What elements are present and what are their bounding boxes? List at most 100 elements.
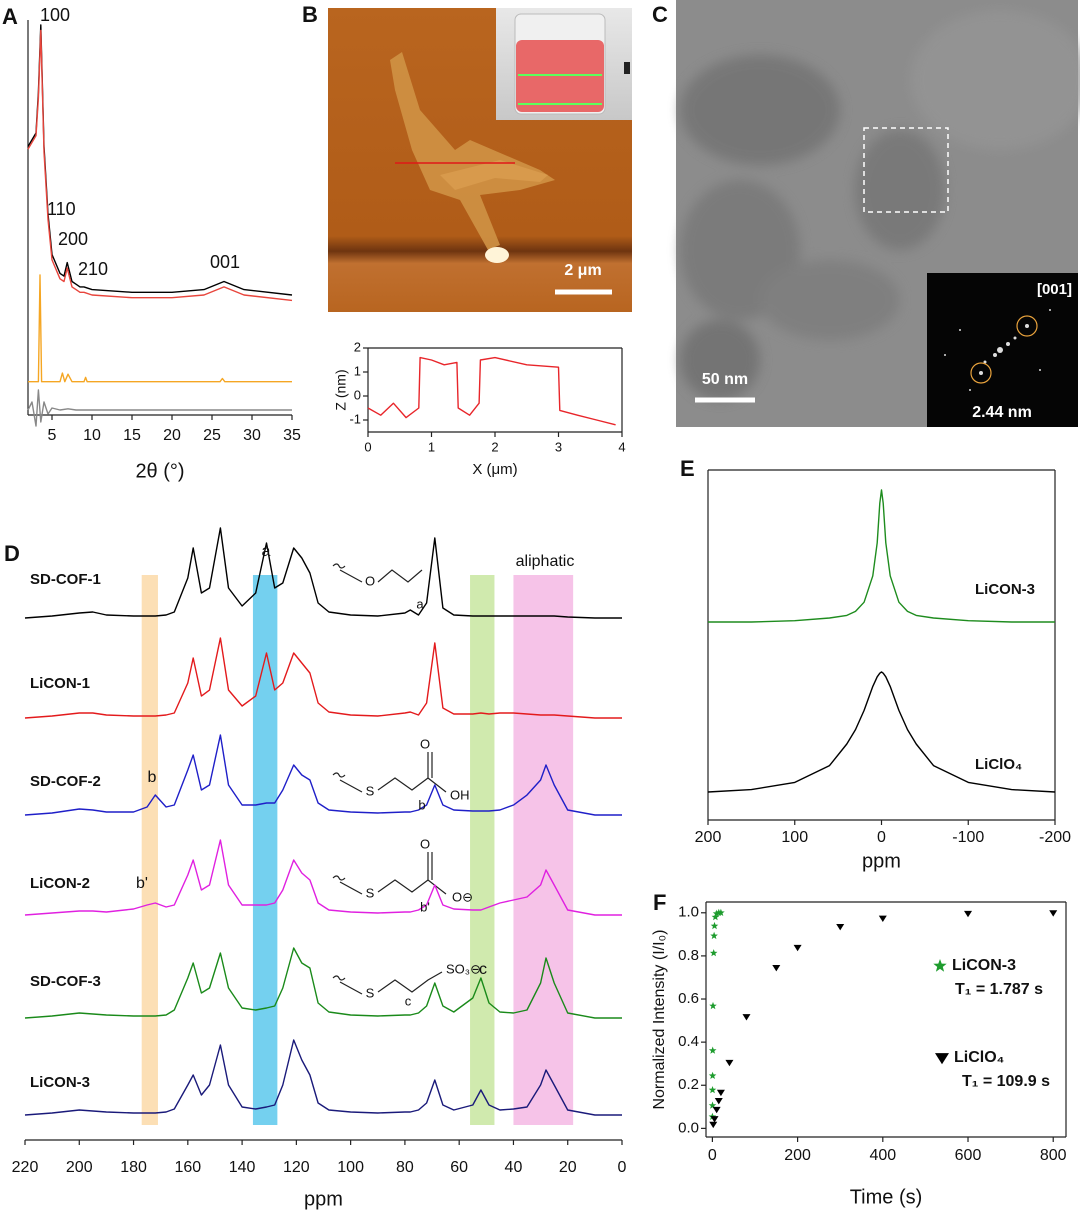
series-label: LiCON-3 xyxy=(975,581,1035,598)
x-tick-label: 600 xyxy=(955,1147,982,1164)
spectrum-line xyxy=(24,1039,622,1116)
highlight-band xyxy=(470,575,495,1125)
y-tick-label: 0 xyxy=(354,387,361,402)
panel-label: C xyxy=(652,2,668,27)
structure-label: S xyxy=(366,783,375,798)
data-point xyxy=(710,921,719,930)
structure-label: b xyxy=(418,797,425,812)
series-label: LiClO₄ xyxy=(975,756,1022,773)
x-tick-label: 3 xyxy=(555,439,562,454)
y-axis-title: Normalized Intensity (I/I₀) xyxy=(651,929,668,1109)
x-tick-label: 180 xyxy=(120,1159,147,1176)
highlight-band xyxy=(141,575,158,1125)
spectrum-line xyxy=(707,671,1056,793)
peak-label: 200 xyxy=(58,229,88,249)
spectrum-line xyxy=(27,29,293,302)
data-point xyxy=(709,949,718,957)
data-point xyxy=(708,1046,717,1054)
structure-label: b' xyxy=(420,899,430,914)
data-point xyxy=(710,931,718,940)
spectrum-line xyxy=(24,637,622,719)
data-point xyxy=(742,1014,751,1021)
x-tick-label: -200 xyxy=(1039,829,1071,846)
x-tick-label: 200 xyxy=(784,1147,811,1164)
data-point xyxy=(836,923,845,931)
series-label: LiCON-3 xyxy=(30,1074,90,1091)
spacing-label: 2.44 nm xyxy=(972,404,1032,421)
x-axis-title: X (μm) xyxy=(472,461,517,478)
spectrum-line xyxy=(28,274,292,383)
structure-label: O⊖ xyxy=(452,889,473,904)
x-tick-label: 10 xyxy=(83,427,101,444)
x-tick-label: 200 xyxy=(695,829,722,846)
data-point xyxy=(711,913,720,921)
spectrum-line xyxy=(708,489,1055,623)
y-tick-label: 0.8 xyxy=(678,947,699,964)
x-axis-title: ppm xyxy=(862,850,901,872)
y-tick-label: 2 xyxy=(354,339,361,354)
structure-label: OH xyxy=(450,787,470,802)
data-point xyxy=(712,909,721,917)
spectrum-line xyxy=(27,24,293,296)
spectrum-line xyxy=(27,389,292,427)
zone-axis-label: [001] xyxy=(1037,281,1072,298)
x-tick-label: 40 xyxy=(505,1159,523,1176)
data-point xyxy=(878,915,887,922)
legend-note: T₁ = 109.9 s xyxy=(962,1073,1050,1090)
scale-bar-label: 2 μm xyxy=(564,262,601,279)
y-axis-title: Z (nm) xyxy=(333,369,349,410)
data-point xyxy=(716,1089,725,1097)
x-axis-title: 2θ (°) xyxy=(135,460,184,482)
band-label: a xyxy=(262,543,271,560)
x-tick-label: 1 xyxy=(428,439,435,454)
y-tick-label: -1 xyxy=(349,411,361,426)
band-label: c xyxy=(479,961,487,978)
x-tick-label: 100 xyxy=(781,829,808,846)
panel-label: F xyxy=(653,890,666,915)
structure-label: S xyxy=(366,885,375,900)
legend-label: LiCON-3 xyxy=(952,957,1016,974)
structure-label: c xyxy=(405,993,412,1008)
structure-label: S xyxy=(366,985,375,1000)
panel-label: E xyxy=(680,456,695,481)
data-point xyxy=(709,1121,718,1129)
x-tick-label: 0 xyxy=(618,1159,627,1176)
highlight-band xyxy=(513,575,574,1125)
x-tick-label: 30 xyxy=(243,427,261,444)
data-point xyxy=(717,908,725,916)
x-tick-label: 0 xyxy=(708,1147,717,1164)
x-tick-label: 35 xyxy=(283,427,301,444)
x-tick-label: 200 xyxy=(66,1159,93,1176)
data-point xyxy=(708,1071,717,1079)
structure-label: SO₃⊖ xyxy=(446,961,481,976)
x-tick-label: 0 xyxy=(364,439,371,454)
peak-label: 210 xyxy=(78,259,108,279)
structure-label: a xyxy=(416,596,424,611)
legend-marker xyxy=(935,1053,949,1065)
x-tick-label: 5 xyxy=(48,427,57,444)
x-tick-label: 140 xyxy=(229,1159,256,1176)
y-tick-label: 0.4 xyxy=(678,1033,699,1050)
x-tick-label: 4 xyxy=(618,439,625,454)
spectrum-line xyxy=(24,839,622,916)
structures xyxy=(332,563,447,995)
x-tick-label: 220 xyxy=(12,1159,39,1176)
highlight-band xyxy=(252,575,278,1125)
x-tick-label: 60 xyxy=(450,1159,468,1176)
data-point xyxy=(708,1101,717,1109)
tem-image: 50 nm [001] 2.44 nm xyxy=(676,0,1080,427)
spectrum-line xyxy=(24,527,622,619)
x-tick-label: 120 xyxy=(283,1159,310,1176)
x-axis-title: ppm xyxy=(304,1188,343,1210)
y-tick-label: 0.0 xyxy=(678,1119,699,1136)
series-label: SD-COF-3 xyxy=(30,973,101,990)
legend-label: LiClO₄ xyxy=(954,1049,1004,1066)
band-label: b xyxy=(148,769,157,786)
y-tick-label: 1 xyxy=(354,363,361,378)
data-point xyxy=(708,1086,717,1094)
x-tick-label: 20 xyxy=(163,427,181,444)
series-label: LiCON-1 xyxy=(30,675,90,692)
data-point xyxy=(709,1001,717,1010)
panel-label: B xyxy=(302,2,318,27)
